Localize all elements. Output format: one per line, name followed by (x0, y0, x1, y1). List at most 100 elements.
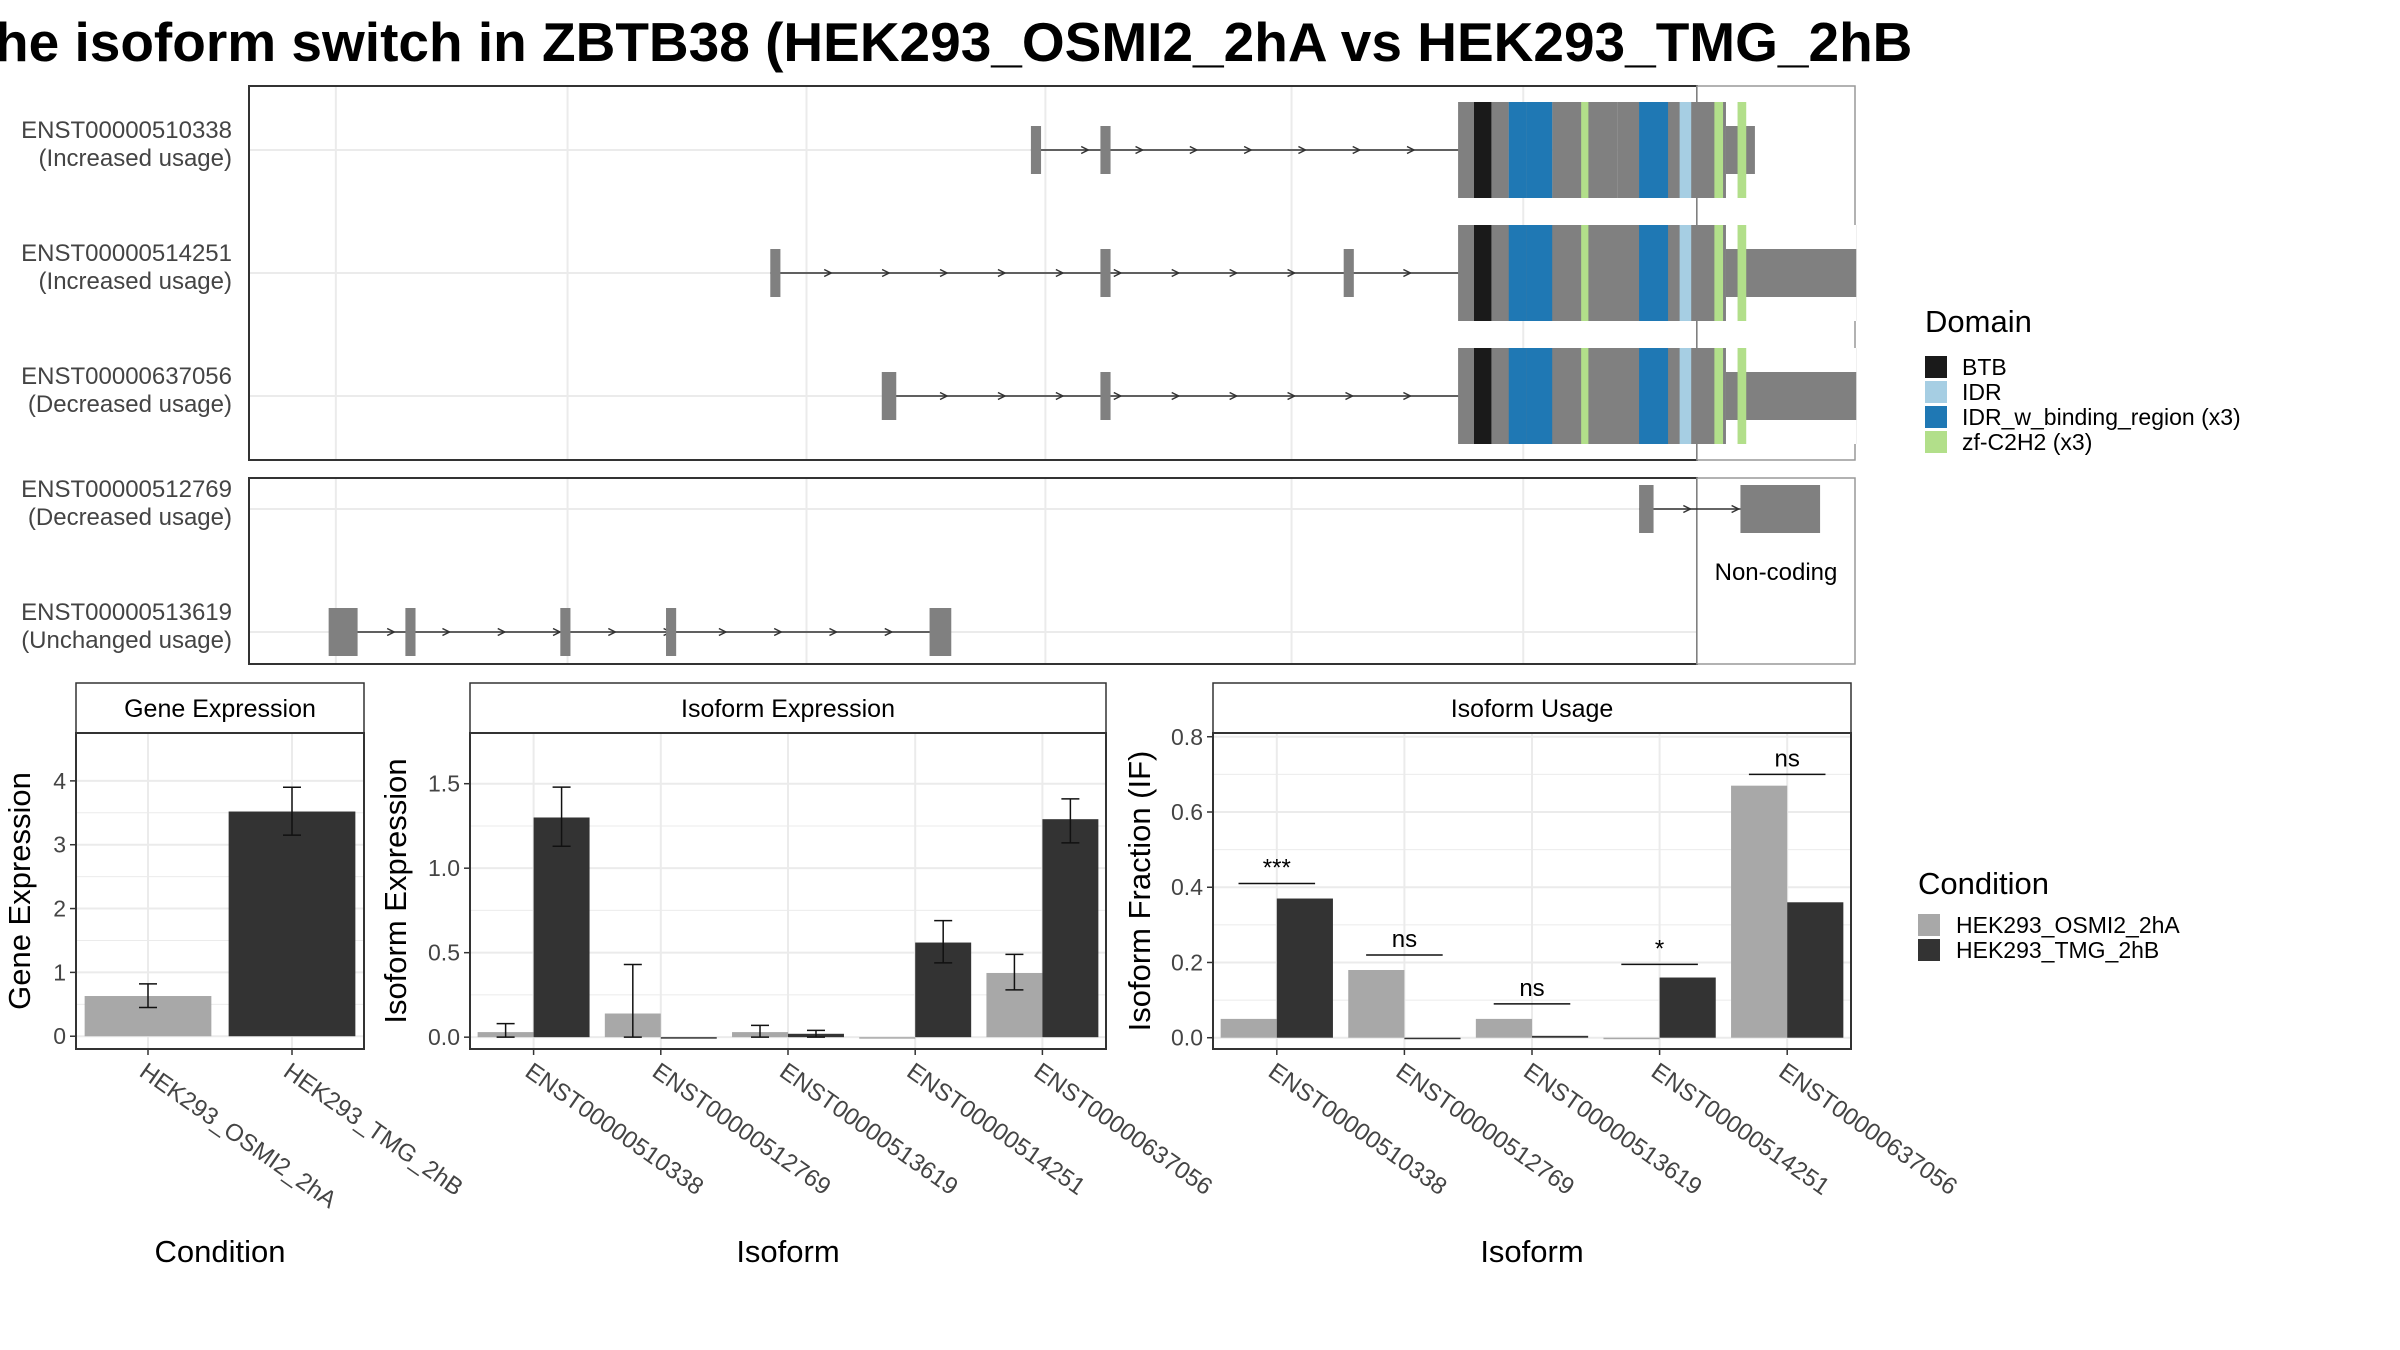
exon-block (1740, 485, 1821, 533)
intron-arrow (939, 268, 949, 278)
transcript-id-label: ENST00000514251 (21, 240, 232, 267)
transcript-usage-label: (Increased usage) (39, 268, 232, 295)
intron-arrow (386, 627, 396, 637)
transcript-ENST00000510338: ENST00000510338(Increased usage) (21, 102, 1755, 198)
intron-arrow (442, 627, 452, 637)
exon-block (1639, 485, 1654, 533)
domain-legend-entry: IDR_w_binding_region (x3) (1962, 404, 2241, 430)
intron-arrow (552, 627, 562, 637)
facet-strip-label-non-coding: Non-coding (1715, 559, 1838, 586)
exon-block (666, 608, 677, 656)
isoform-usage-bar (1220, 1018, 1277, 1038)
exon-block (929, 608, 952, 656)
isoform-expression-bar (660, 1037, 717, 1039)
condition-legend-entry: HEK293_OSMI2_2hA (1956, 912, 2180, 938)
panel-border (75, 732, 365, 1050)
y-tick-label: 1.5 (428, 771, 460, 797)
y-tick-label: 0 (53, 1023, 66, 1049)
intron-arrow (939, 391, 949, 401)
panel-strip (469, 682, 1107, 734)
intron-arrow (1683, 504, 1693, 514)
domain-legend-key (1925, 406, 1947, 428)
isoform-usage-bar (1348, 970, 1405, 1038)
gene-expression-bar (228, 811, 356, 1037)
isoform-usage-bar (1404, 1037, 1461, 1040)
transcript-usage-label: (Increased usage) (39, 145, 232, 172)
intron-arrow (1055, 391, 1065, 401)
domain-idr_w_binding_region (1526, 225, 1553, 321)
intron-arrow (884, 627, 894, 637)
isoform-expression-bar (533, 817, 590, 1038)
intron-arrow (1189, 145, 1199, 155)
domain-btb (1474, 102, 1492, 198)
transcript-ENST00000637056: ENST00000637056(Decreased usage) (21, 348, 1857, 444)
y-axis-label: Isoform Expression (378, 758, 413, 1023)
x-axis-label: Isoform (1480, 1234, 1583, 1269)
intron-arrow (1243, 145, 1253, 155)
intron-arrow (881, 268, 891, 278)
domain-idr (1679, 102, 1692, 198)
isoform-usage-significance-label: ns (1775, 745, 1800, 772)
domain-idr_w_binding_region (1639, 348, 1669, 444)
intron-arrow (607, 627, 617, 637)
isoform-usage-bar (1731, 785, 1788, 1038)
y-tick-label: 0.0 (1171, 1025, 1203, 1051)
isoform-usage-bar (1276, 898, 1333, 1038)
intron-arrow (1731, 504, 1741, 514)
intron-arrow (1113, 391, 1123, 401)
intron-arrow (1229, 268, 1239, 278)
intron-arrow (823, 268, 833, 278)
panel-strip-label: Gene Expression (124, 695, 316, 723)
isoform-usage-bar (1532, 1035, 1589, 1038)
intron-arrow (773, 627, 783, 637)
exon-block (1491, 102, 1509, 198)
intron-arrow (718, 627, 728, 637)
domain-zf-c2h2 (1737, 102, 1747, 198)
domain-zf-c2h2 (1737, 225, 1747, 321)
exon-block (560, 608, 571, 656)
intron-arrow (1080, 145, 1090, 155)
domain-legend-title: Domain (1925, 304, 2032, 339)
transcript-usage-label: (Decreased usage) (28, 391, 232, 418)
transcript-id-label: ENST00000512769 (21, 476, 232, 503)
domain-idr_w_binding_region (1526, 102, 1553, 198)
isoform-usage-bar (1787, 902, 1844, 1038)
transcript-usage-label: (Decreased usage) (28, 504, 232, 531)
domain-idr_w_binding_region (1508, 102, 1527, 198)
condition-legend-key (1918, 914, 1940, 936)
transcript-id-label: ENST00000513619 (21, 599, 232, 626)
domain-idr_w_binding_region (1639, 102, 1669, 198)
intron-arrow (997, 268, 1007, 278)
domain-idr_w_binding_region (1526, 348, 1553, 444)
domain-zf-c2h2 (1714, 348, 1724, 444)
domain-legend-key (1925, 381, 1947, 403)
isoform-usage-bar (1659, 977, 1716, 1038)
intron-arrow (1287, 391, 1297, 401)
intron-arrow (1406, 145, 1416, 155)
domain-zf-c2h2 (1737, 348, 1747, 444)
domain-idr (1679, 348, 1692, 444)
transcript-id-label: ENST00000637056 (21, 363, 232, 390)
x-axis-label: Isoform (736, 1234, 839, 1269)
y-axis-label: Gene Expression (2, 772, 37, 1010)
intron-arrow (1171, 391, 1181, 401)
transcript-ENST00000512769: ENST00000512769(Decreased usage) (21, 476, 1821, 533)
y-tick-label: 1.0 (428, 855, 460, 881)
utr-block (1725, 372, 1857, 420)
condition-legend-entry: HEK293_TMG_2hB (1956, 937, 2159, 963)
domain-legend-entry: BTB (1962, 354, 2007, 380)
domain-zf-c2h2 (1581, 225, 1589, 321)
isoform-usage-bar (1475, 1018, 1532, 1038)
isoform-usage-significance-label: * (1655, 935, 1664, 962)
y-tick-label: 0.0 (428, 1024, 460, 1050)
exon-block (1030, 126, 1042, 174)
domain-idr_w_binding_region (1639, 225, 1669, 321)
y-tick-label: 0.8 (1171, 724, 1203, 750)
intron-arrow (829, 627, 839, 637)
intron-arrow (1135, 145, 1145, 155)
domain-btb (1474, 348, 1492, 444)
isoform-usage-bar (1603, 1037, 1660, 1040)
domain-legend-key (1925, 356, 1947, 378)
